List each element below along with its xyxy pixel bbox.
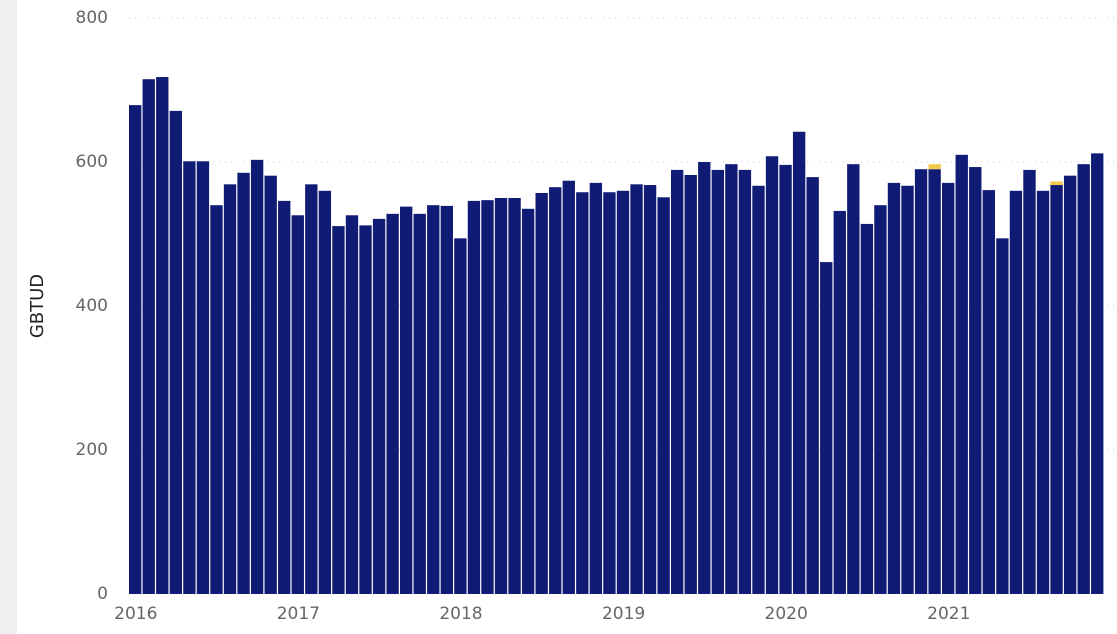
bar-segment [942, 182, 955, 594]
bar-segment [1050, 181, 1063, 186]
bar-segment [481, 200, 494, 594]
bar-segment [725, 164, 738, 594]
bar-segment [494, 198, 508, 594]
bar-segment [278, 200, 291, 594]
bar-segment [305, 184, 318, 594]
bar-segment [698, 162, 711, 594]
x-tick-label: 2017 [277, 604, 320, 624]
bar-segment [129, 105, 142, 595]
bar-segment [1050, 185, 1063, 595]
bar-segment [928, 169, 941, 594]
side-strip [0, 0, 17, 634]
bar-segment [833, 210, 846, 594]
bar-segment [874, 205, 887, 594]
bar-segment [535, 192, 548, 594]
x-tick-label: 2018 [439, 604, 482, 624]
bar-segment [576, 192, 589, 595]
y-tick-label: 600 [76, 152, 108, 172]
bar-segment [901, 185, 914, 594]
bar-segment [549, 187, 562, 594]
bar-segment [250, 159, 264, 594]
bar-segment [291, 215, 304, 594]
bar-segment [467, 200, 481, 594]
bar-segment [345, 215, 359, 594]
bar-segment [792, 131, 806, 594]
bar-segment [1036, 190, 1050, 595]
bar-segment [914, 169, 928, 594]
bar-segment [1077, 164, 1090, 594]
bar-segment [359, 225, 372, 595]
bar-segment [142, 79, 155, 594]
x-tick-label: 2021 [927, 604, 970, 624]
bar-segment [1023, 169, 1036, 595]
bar-segment [332, 226, 345, 594]
bar-segment [752, 185, 765, 594]
bar-segment [372, 218, 386, 594]
bar-segment [765, 156, 779, 595]
bar-segment [1091, 153, 1104, 595]
bar-segment [400, 206, 413, 594]
bar-segment [169, 110, 182, 594]
bar-segment [508, 198, 521, 594]
bar-segment [210, 205, 223, 594]
bar-segment [738, 169, 752, 595]
bar-segment [616, 190, 630, 595]
x-tick-label: 2016 [114, 604, 157, 624]
bar-segment [955, 154, 968, 595]
bar-segment [806, 177, 819, 594]
bar-segment [427, 205, 440, 594]
y-tick-label: 0 [97, 584, 108, 604]
bar-segment [643, 185, 657, 595]
bar-segment [589, 182, 603, 594]
bar-segment [779, 164, 792, 594]
bar-segment [657, 197, 670, 594]
bar-segment [928, 164, 941, 170]
bar-segment [223, 184, 237, 594]
bar-segment [684, 174, 697, 594]
bar-segment [860, 223, 874, 595]
bar-segment [454, 238, 467, 594]
bar-segment [847, 164, 860, 594]
bar-segment [237, 172, 250, 595]
x-tick-label: 2019 [602, 604, 645, 624]
bar-segment [1009, 190, 1023, 595]
bar-segment [264, 175, 277, 594]
bar-segment [521, 208, 535, 595]
bar-segment [1063, 175, 1077, 594]
y-axis-title: GBTUD [27, 274, 48, 338]
y-tick-label: 400 [76, 296, 108, 316]
bar-segment [603, 192, 616, 595]
bar-segment [711, 169, 724, 595]
bar-segment [386, 213, 399, 594]
bar-segment [318, 190, 332, 595]
bar-segment [440, 205, 453, 595]
bar-segment [196, 161, 210, 594]
bar-segment [969, 167, 982, 595]
y-tick-label: 200 [76, 440, 108, 460]
bar-segment [887, 182, 901, 594]
bar-segment [982, 190, 995, 594]
bar-segment [562, 180, 575, 594]
bar-segment [156, 77, 169, 595]
bar-segment [413, 213, 426, 594]
bar-segment [820, 262, 833, 594]
y-tick-label: 800 [76, 8, 108, 28]
bar-segment [630, 184, 643, 594]
bar-segment [183, 161, 196, 594]
x-tick-label: 2020 [765, 604, 808, 624]
bar-segment [671, 169, 684, 595]
bar-segment [996, 238, 1009, 594]
